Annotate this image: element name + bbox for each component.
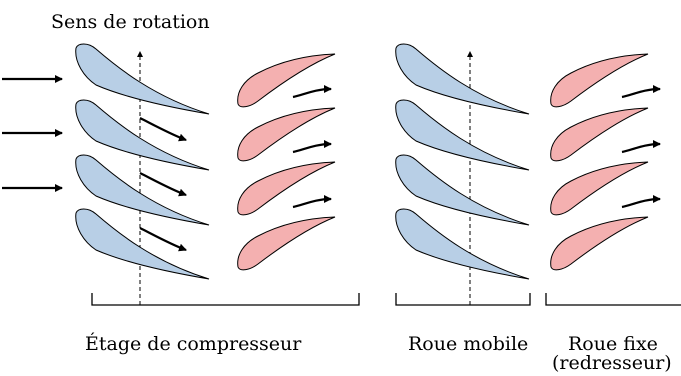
stage-rotor-blade: [75, 154, 210, 226]
stage-stator-blade: [237, 216, 336, 271]
bracket-rotor: [395, 293, 531, 306]
rotation-label: Sens de rotation: [51, 11, 210, 33]
rotor-blade: [395, 208, 530, 280]
stator-flow-arrow: [621, 140, 661, 154]
rotor-label: Roue mobile: [408, 333, 528, 355]
rotor-blade: [395, 154, 530, 226]
stage-rotor-blade: [75, 43, 210, 115]
stage-rotor-blade: [75, 208, 210, 280]
rotor-flow-arrow: [139, 117, 187, 142]
stator-blade: [550, 107, 649, 162]
stator-flow-arrow: [292, 85, 332, 99]
rotor-flow-arrow: [139, 172, 187, 197]
bracket-stage: [91, 293, 360, 306]
rotor-blade: [395, 99, 530, 171]
stage-stator-blade: [237, 53, 336, 108]
stator-flow-arrow: [292, 140, 332, 154]
stator-flow-arrow: [621, 85, 661, 99]
stage-stator-blade: [237, 161, 336, 216]
stator-label-line2: (redresseur): [552, 352, 672, 374]
stator-blade: [550, 216, 649, 271]
stage-rotor-blade: [75, 99, 210, 171]
stator-flow-arrow: [621, 195, 661, 209]
inlet-flow-arrows: [2, 75, 63, 192]
stator-label-line1: Roue fixe: [568, 333, 658, 355]
stator-flow-arrow: [292, 195, 332, 209]
rotor-blade: [395, 43, 530, 115]
stage-stator-blade: [237, 107, 336, 162]
stator-blade: [550, 161, 649, 216]
stage-label: Étage de compresseur: [85, 332, 302, 355]
bracket-stator: [545, 293, 681, 306]
stator-blade: [550, 53, 649, 108]
rotor-flow-arrow: [139, 227, 187, 252]
